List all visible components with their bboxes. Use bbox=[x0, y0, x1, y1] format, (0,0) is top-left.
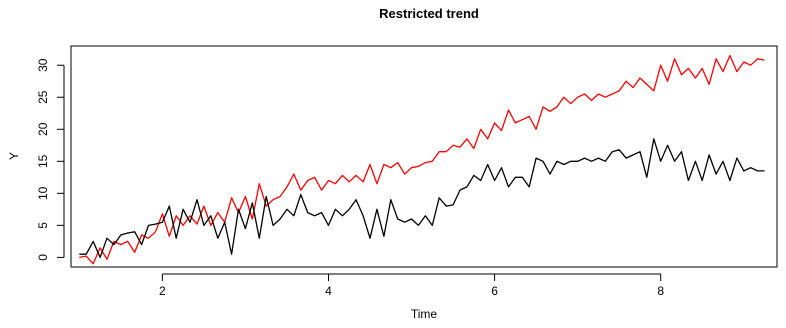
y-tick-label: 25 bbox=[36, 90, 50, 104]
y-tick-label: 10 bbox=[36, 186, 50, 200]
x-tick-label: 4 bbox=[325, 284, 332, 298]
y-axis-label: Y bbox=[7, 152, 21, 160]
series-line-1 bbox=[79, 54, 765, 265]
x-axis-label: Time bbox=[411, 307, 438, 321]
y-tick-label: 5 bbox=[36, 222, 50, 229]
x-tick-label: 2 bbox=[159, 284, 166, 298]
y-axis: 0 5 10 15 20 25 30 bbox=[36, 58, 65, 261]
y-tick-label: 20 bbox=[36, 122, 50, 136]
y-tick-label: 30 bbox=[36, 58, 50, 72]
plot-box bbox=[70, 45, 778, 268]
y-tick-label: 15 bbox=[36, 154, 50, 168]
chart-title: Restricted trend bbox=[379, 6, 479, 21]
x-tick-label: 8 bbox=[657, 284, 664, 298]
y-tick-label: 0 bbox=[36, 254, 50, 261]
x-tick-label: 6 bbox=[491, 284, 498, 298]
x-axis: 2 4 6 8 bbox=[159, 273, 664, 298]
series-group bbox=[79, 54, 765, 265]
series-line-2 bbox=[79, 138, 765, 259]
